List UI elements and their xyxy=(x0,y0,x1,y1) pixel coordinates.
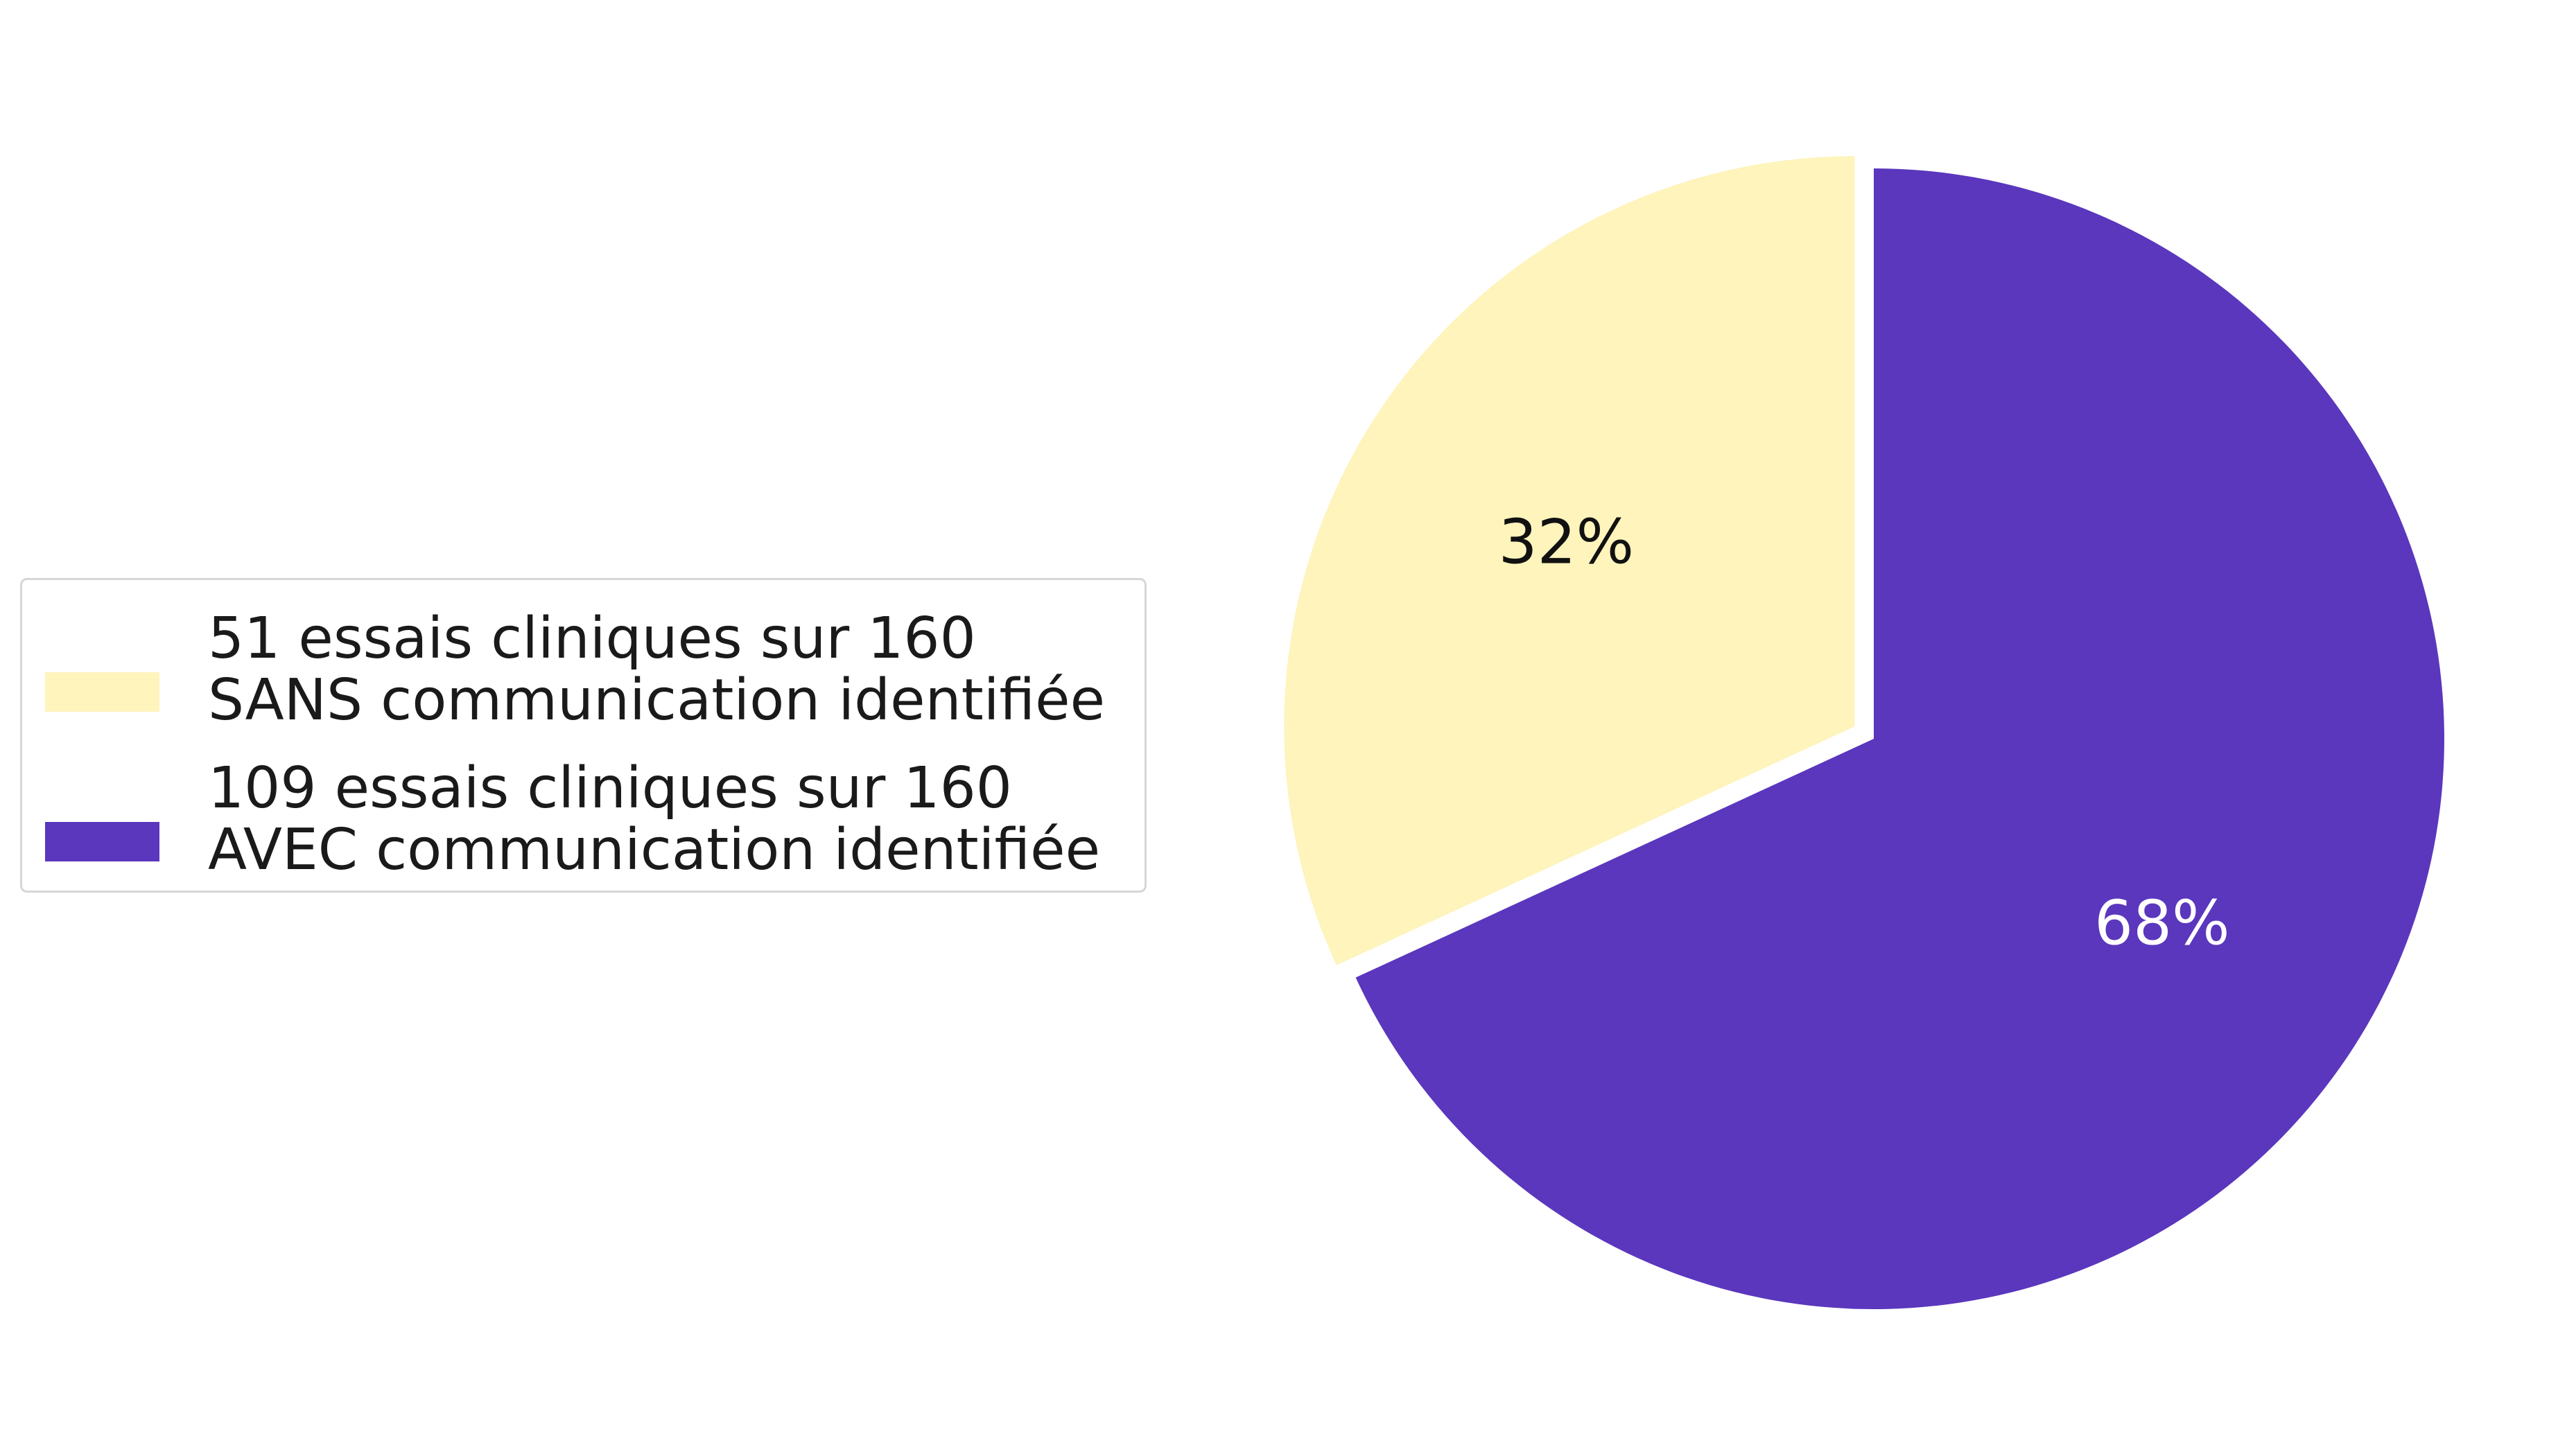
pie-label-sans: 32% xyxy=(1499,507,1635,578)
legend-swatch-avec xyxy=(45,822,159,861)
legend-swatch-sans xyxy=(45,672,159,712)
legend-label-sans-line1: 51 essais cliniques sur 160 xyxy=(208,606,976,672)
pie-slice-avec xyxy=(1355,168,2444,1310)
pie-slice-sans xyxy=(1284,156,1855,965)
pie-label-avec: 68% xyxy=(2094,888,2230,959)
legend-item-avec: 109 essais cliniques sur 160 AVEC commun… xyxy=(22,757,1145,889)
legend-label-sans: 51 essais cliniques sur 160 SANS communi… xyxy=(208,608,1105,731)
legend-label-avec-line1: 109 essais cliniques sur 160 xyxy=(208,755,1012,821)
legend-label-avec-line2: AVEC communication identifiée xyxy=(208,817,1101,883)
legend-label-sans-line2: SANS communication identifiée xyxy=(208,667,1106,733)
pie-percent-labels: 32% 68% xyxy=(1499,507,2230,959)
legend-item-sans: 51 essais cliniques sur 160 SANS communi… xyxy=(22,608,1145,739)
pie-slices xyxy=(1284,156,2444,1310)
legend-label-avec: 109 essais cliniques sur 160 AVEC commun… xyxy=(208,757,1100,881)
legend: 51 essais cliniques sur 160 SANS communi… xyxy=(20,578,1147,893)
